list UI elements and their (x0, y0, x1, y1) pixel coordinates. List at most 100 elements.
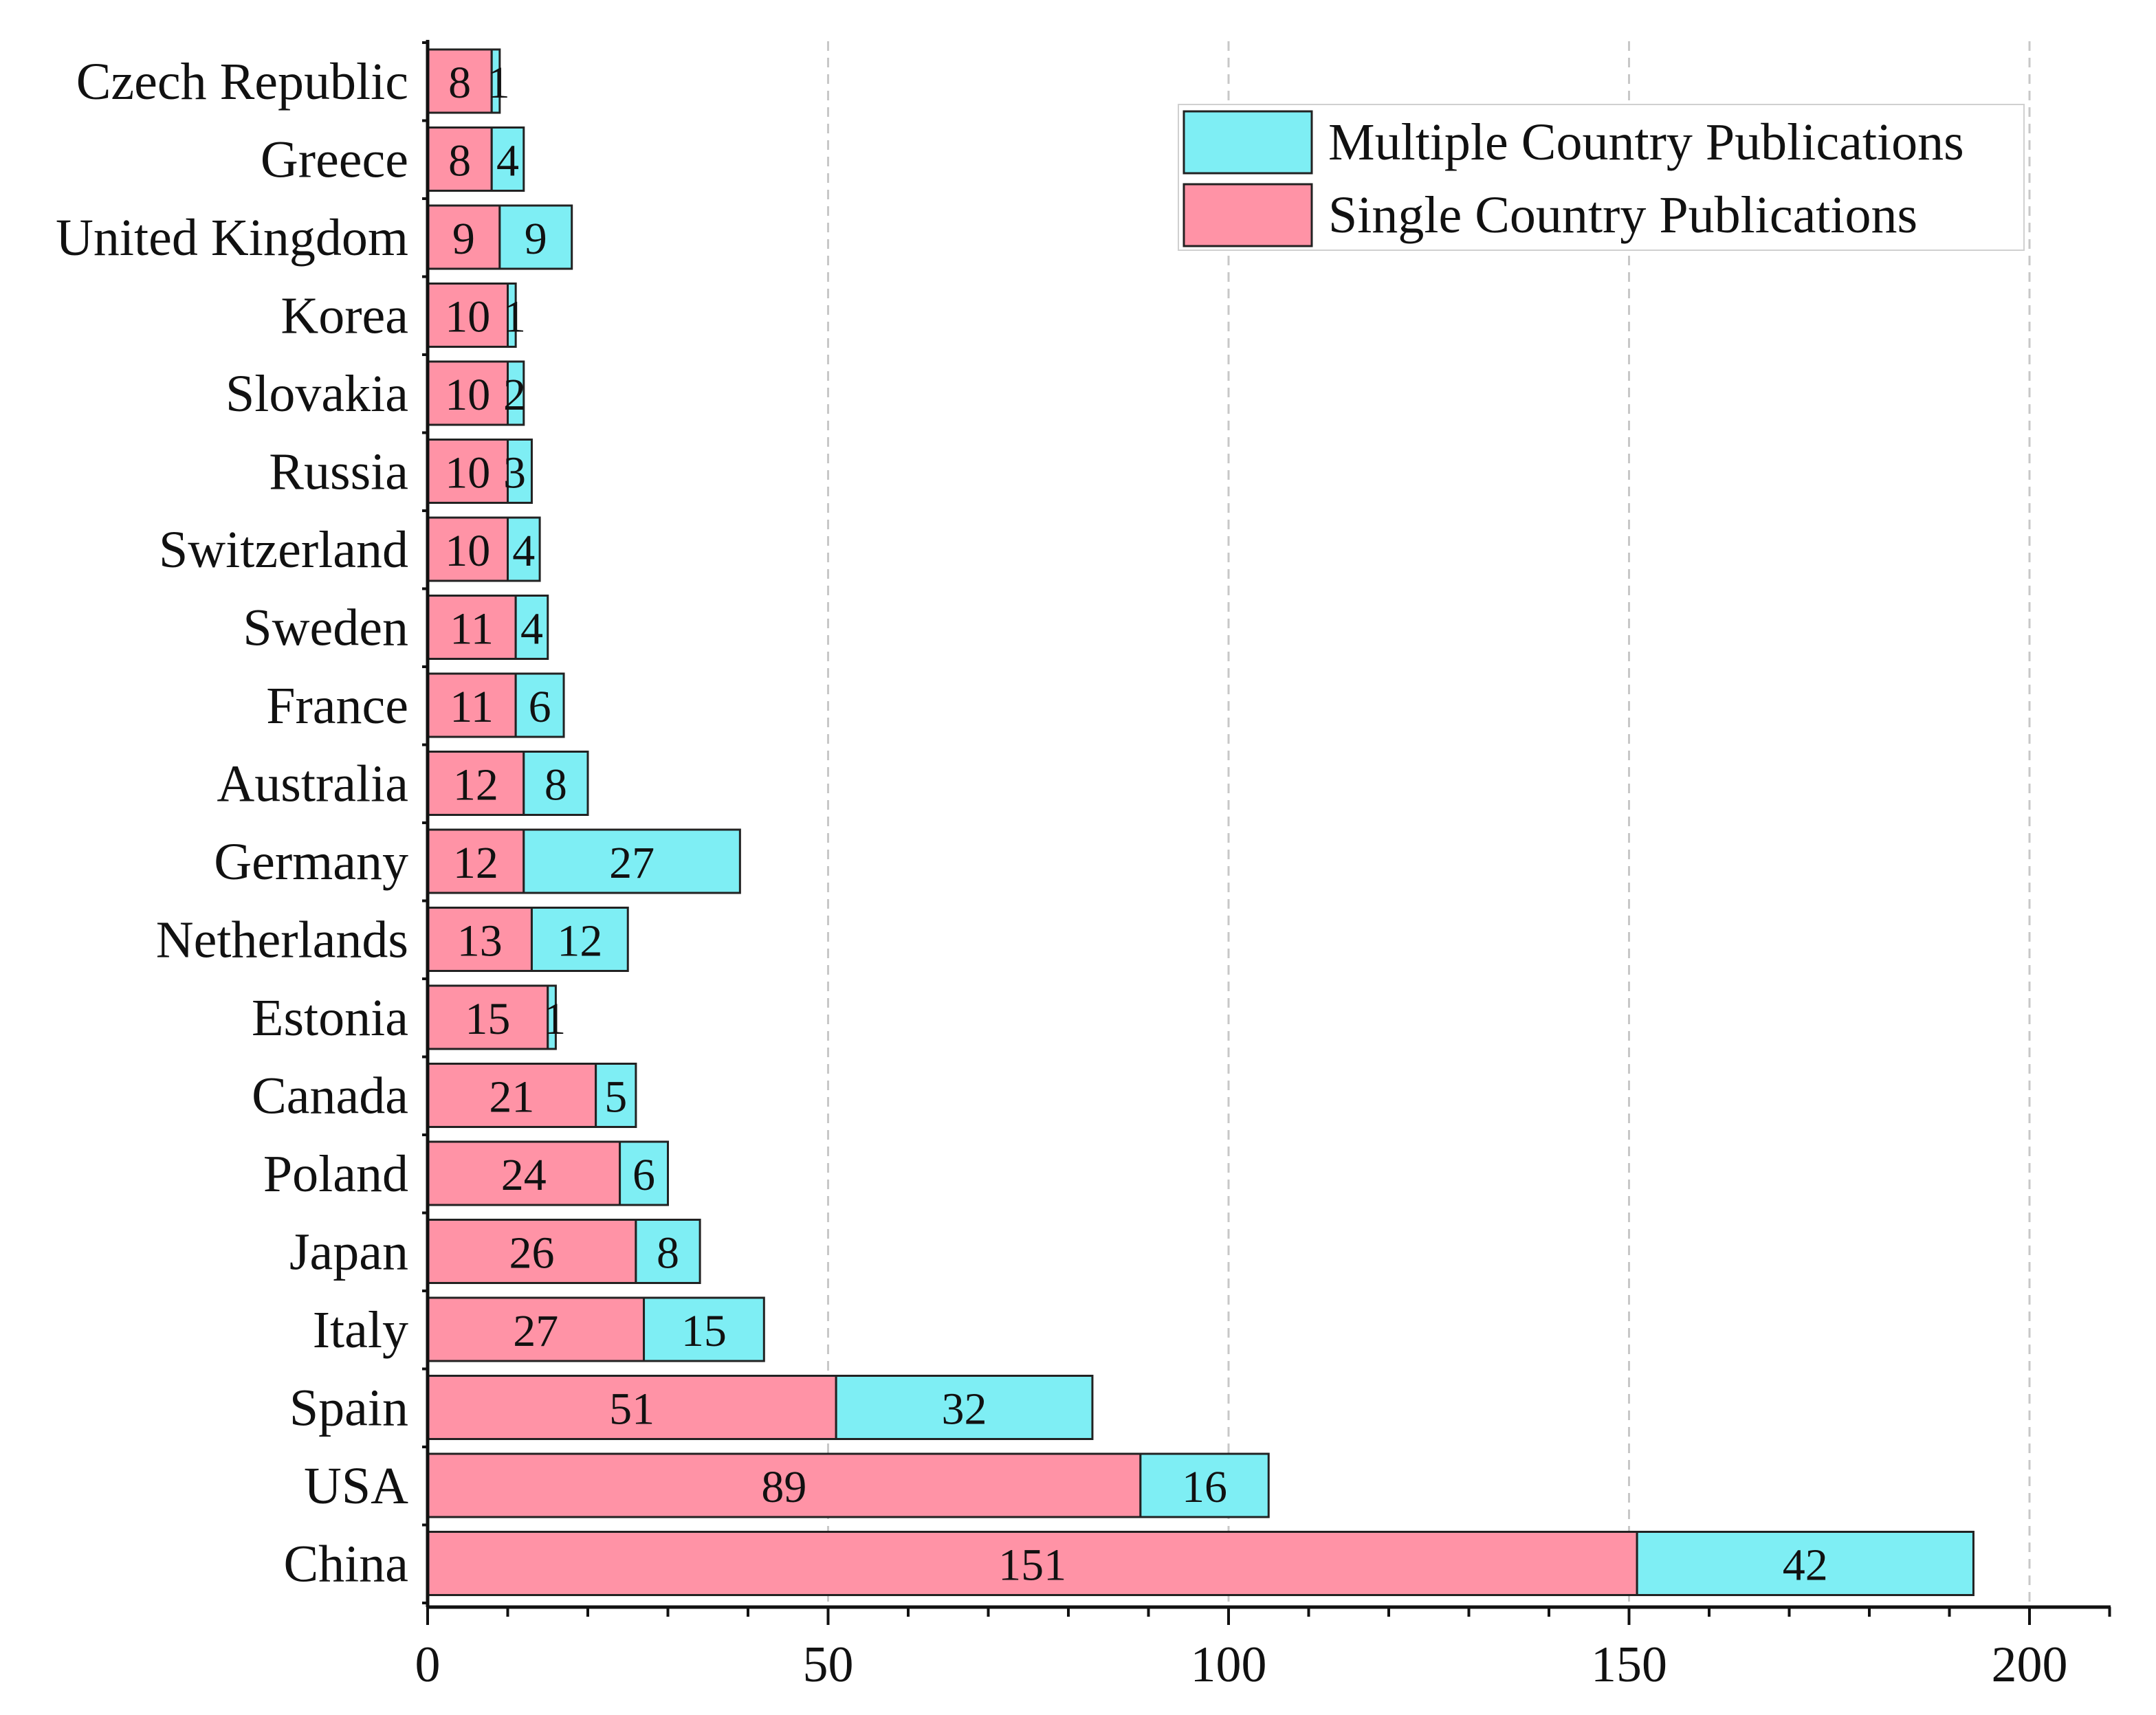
value-label-multiple-france: 6 (529, 682, 551, 732)
value-label-single-japan: 26 (509, 1228, 554, 1279)
category-label-united-kingdom: United Kingdom (56, 209, 408, 267)
value-label-single-united-kingdom: 9 (452, 214, 475, 264)
category-label-usa: USA (304, 1457, 408, 1515)
value-label-single-sweden: 11 (450, 604, 494, 654)
x-tick-label-100: 100 (1191, 1637, 1267, 1693)
x-tick-label-200: 200 (1992, 1637, 2068, 1693)
bar-single-united-kingdom (426, 204, 501, 270)
value-label-multiple-japan: 8 (657, 1228, 679, 1279)
category-label-germany: Germany (214, 833, 408, 891)
value-label-single-spain: 51 (609, 1384, 654, 1435)
legend-frame (1178, 104, 2025, 251)
value-label-multiple-china: 42 (1783, 1540, 1828, 1591)
axes: Czech Republic Greece United Kingdom Korea S… (56, 40, 2111, 1693)
x-tick-label-0: 0 (415, 1637, 441, 1693)
legend: Multiple Country Publications Single Coun… (1178, 104, 2025, 251)
bar-multiple-italy (643, 1296, 765, 1362)
value-label-multiple-spain: 32 (942, 1384, 987, 1435)
bar-multiple-usa (1139, 1452, 1270, 1518)
value-label-multiple-estonia: 1 (543, 994, 566, 1044)
category-label-czech-republic: Czech Republic (76, 53, 408, 111)
value-label-single-usa: 89 (761, 1462, 806, 1512)
category-label-slovakia: Slovakia (226, 365, 408, 423)
value-label-multiple-switzerland: 4 (512, 526, 535, 576)
category-label-australia: Australia (217, 755, 408, 813)
category-label-russia: Russia (269, 443, 408, 501)
value-label-single-france: 11 (450, 682, 494, 732)
value-label-single-germany: 12 (453, 838, 498, 888)
bar-multiple-australia (522, 751, 589, 816)
category-label-estonia: Estonia (252, 989, 408, 1047)
bar-multiple-korea (507, 283, 517, 348)
value-label-multiple-united-kingdom: 9 (525, 214, 547, 264)
value-label-multiple-germany: 27 (609, 838, 654, 888)
bar-multiple-poland (619, 1140, 669, 1206)
value-label-single-poland: 24 (501, 1150, 547, 1200)
bar-multiple-switzerland (507, 516, 541, 582)
x-tick-label-150: 150 (1591, 1637, 1667, 1693)
bar-single-italy (426, 1296, 646, 1362)
category-label-canada: Canada (252, 1067, 408, 1125)
bar-single-slovakia (426, 360, 509, 426)
bar-single-greece (426, 126, 493, 192)
bar-multiple-slovakia (507, 360, 525, 426)
legend-label-single-country-publications: Single Country Publications (1328, 186, 1917, 244)
value-label-multiple-greece: 4 (496, 136, 519, 186)
bar-multiple-germany (522, 828, 741, 894)
value-label-multiple-canada: 5 (604, 1072, 627, 1122)
bar-single-spain (426, 1375, 837, 1440)
value-label-single-korea: 10 (445, 292, 490, 342)
category-label-japan: Japan (289, 1224, 408, 1281)
bar-multiple-russia (507, 439, 533, 504)
value-label-single-slovakia: 10 (445, 370, 490, 420)
bar-multiple-japan (635, 1219, 701, 1284)
bar-multiple-france (514, 672, 565, 738)
value-label-single-china: 151 (998, 1540, 1066, 1591)
bar-multiple-greece (490, 126, 525, 192)
value-label-multiple-australia: 8 (544, 760, 567, 810)
category-label-china: China (283, 1536, 408, 1593)
value-label-multiple-italy: 15 (681, 1306, 727, 1356)
category-label-poland: Poland (263, 1145, 408, 1203)
bar-single-poland (426, 1140, 622, 1206)
value-label-multiple-slovakia: 2 (503, 370, 526, 420)
value-label-multiple-sweden: 4 (520, 604, 543, 654)
bar-multiple-canada (595, 1063, 637, 1128)
bar-multiple-china (1636, 1531, 1974, 1596)
legend-swatch-multiple-country-publications (1182, 110, 1313, 175)
value-label-single-estonia: 15 (465, 994, 510, 1044)
value-label-single-australia: 12 (453, 760, 498, 810)
value-label-multiple-korea: 1 (503, 292, 526, 342)
value-label-multiple-czech-republic: 1 (487, 58, 510, 108)
bar-multiple-sweden (514, 595, 549, 660)
value-label-multiple-netherlands: 12 (557, 916, 602, 966)
category-label-korea: Korea (280, 287, 408, 345)
category-label-netherlands: Netherlands (156, 911, 408, 969)
value-label-single-canada: 21 (489, 1072, 534, 1122)
bar-multiple-united-kingdom (498, 204, 573, 270)
category-label-sweden: Sweden (243, 599, 408, 657)
category-label-spain: Spain (289, 1380, 408, 1437)
value-label-single-russia: 10 (445, 448, 490, 498)
bar-single-switzerland (426, 516, 509, 582)
bar-multiple-netherlands (530, 907, 629, 972)
value-label-single-greece: 8 (448, 136, 471, 186)
value-label-multiple-poland: 6 (632, 1150, 655, 1200)
x-tick-label-50: 50 (803, 1637, 854, 1693)
grid-lines (827, 41, 2031, 1607)
bar-multiple-czech-republic (490, 48, 501, 114)
category-label-greece: Greece (261, 131, 408, 189)
category-label-italy: Italy (313, 1301, 408, 1359)
bar-single-korea (426, 283, 509, 348)
legend-label-multiple-country-publications: Multiple Country Publications (1328, 113, 1964, 171)
bar-single-germany (426, 828, 525, 894)
value-label-multiple-russia: 3 (503, 448, 526, 498)
value-label-single-netherlands: 13 (457, 916, 503, 966)
value-label-single-italy: 27 (513, 1306, 558, 1356)
value-label-single-czech-republic: 8 (448, 58, 471, 108)
legend-swatch-single-country-publications (1182, 183, 1313, 247)
bar-multiple-spain (835, 1375, 1094, 1440)
value-label-multiple-usa: 16 (1182, 1462, 1227, 1512)
